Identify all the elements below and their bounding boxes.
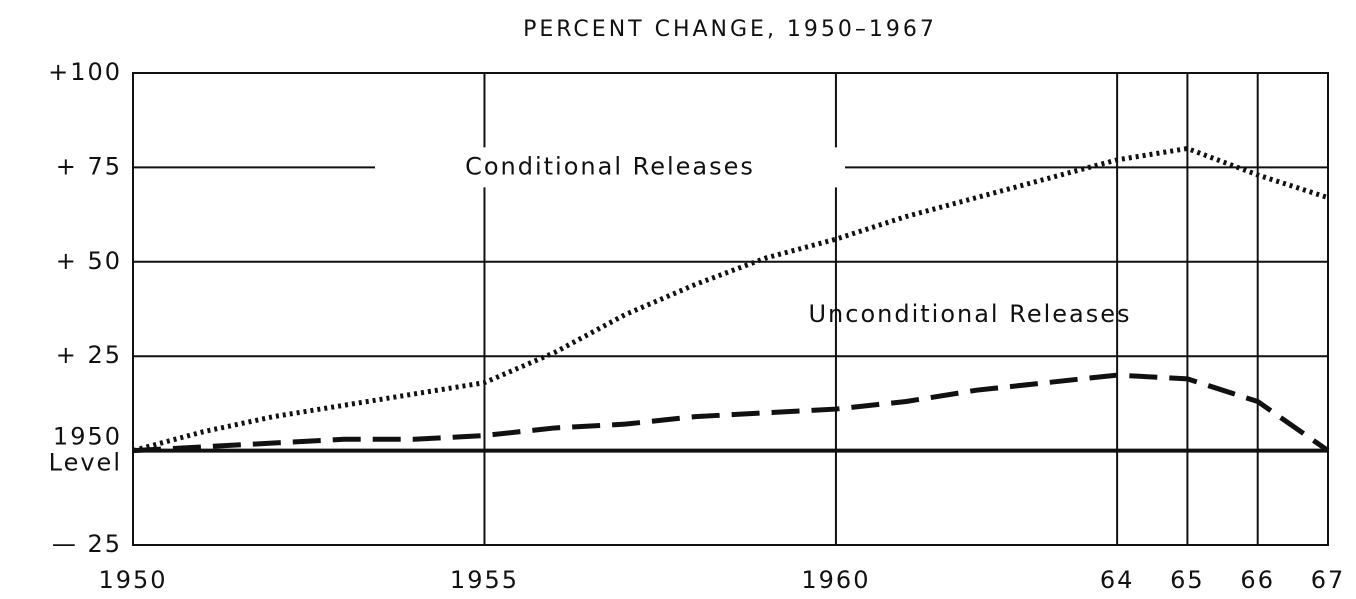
series-label: Conditional Releases xyxy=(465,152,755,180)
y-tick-label: + 75 xyxy=(56,152,122,180)
x-tick-label: 66 xyxy=(1240,566,1275,594)
y-tick-label: +100 xyxy=(48,58,122,86)
x-tick-label: 1955 xyxy=(450,566,519,594)
y-tick-label: — 25 xyxy=(52,530,122,558)
x-tick-label: 64 xyxy=(1100,566,1135,594)
x-tick-label: 1960 xyxy=(801,566,870,594)
x-tick-label: 67 xyxy=(1311,566,1346,594)
label-background xyxy=(375,147,845,188)
chart-title: PERCENT CHANGE, 1950–1967 xyxy=(523,17,937,42)
x-tick-label: 1950 xyxy=(98,566,167,594)
plot-frame xyxy=(132,72,1329,546)
line-series xyxy=(132,145,1329,454)
x-tick-label: 65 xyxy=(1170,566,1205,594)
series-label: Unconditional Releases xyxy=(808,300,1131,328)
y-tick-label: + 25 xyxy=(56,341,122,369)
y-tick-label: + 50 xyxy=(56,247,122,275)
y-tick-label: 1950 Level xyxy=(49,423,122,477)
